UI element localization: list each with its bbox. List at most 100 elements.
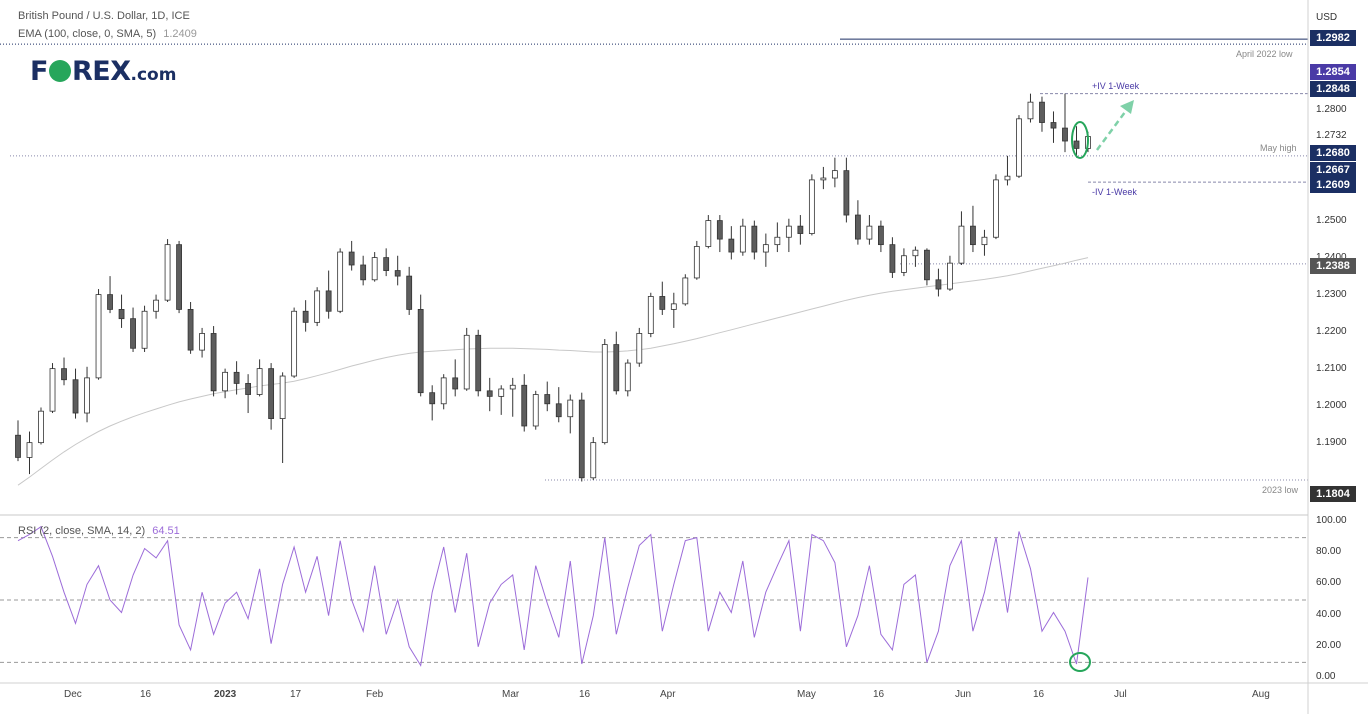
candle-body — [509, 384, 516, 390]
candle-body — [325, 290, 332, 312]
candlesticks — [15, 93, 1091, 482]
candle-body — [268, 368, 275, 419]
candle-body — [440, 377, 447, 405]
price-tag: 1.1804 — [1310, 486, 1356, 502]
candle-body — [1062, 127, 1068, 142]
rsi-panel — [0, 525, 1308, 667]
time-axis-label: 16 — [579, 689, 591, 700]
candle-body — [716, 220, 723, 240]
time-axis-label: Apr — [660, 689, 676, 700]
price-tick-label: 1.2300 — [1316, 289, 1347, 301]
projection-arrow — [1095, 107, 1130, 151]
candle-body — [774, 236, 781, 246]
price-tick-label: 1.2400 — [1316, 252, 1347, 263]
rsi-tick-label: 40.00 — [1316, 608, 1342, 620]
candle-body — [279, 375, 286, 419]
candle-body — [532, 394, 539, 427]
candle-body — [141, 310, 148, 349]
ema-legend: EMA (100, close, 0, SMA, 5) 1.2409 — [18, 28, 197, 40]
candle-body — [337, 251, 344, 312]
price-tag: 1.2848 — [1310, 81, 1356, 97]
candle-body — [302, 310, 309, 323]
candle-body — [38, 410, 44, 444]
candle-body — [636, 333, 643, 364]
price-tag: 1.2388 — [1310, 258, 1356, 274]
candle-body — [429, 392, 436, 405]
candle-body — [49, 368, 56, 412]
candle-body — [61, 368, 67, 381]
candle-body — [291, 310, 298, 377]
rsi-tick-label: 0.00 — [1316, 671, 1336, 682]
time-axis-label: Jun — [955, 689, 972, 700]
candle-body — [452, 377, 459, 390]
candle-body — [187, 309, 194, 351]
time-axis-label: Dec — [64, 689, 82, 700]
time-axis-label: Aug — [1252, 689, 1270, 700]
candle-body — [1039, 101, 1045, 123]
candle-body — [647, 296, 654, 334]
candle-body — [728, 238, 735, 253]
candle-body — [245, 383, 252, 395]
candle-body — [1016, 118, 1022, 177]
candle-body — [84, 377, 90, 414]
time-axis-label: Jul — [1114, 689, 1127, 700]
candle-body — [843, 170, 850, 216]
time-axis-label: 16 — [873, 689, 885, 700]
rsi-line — [17, 525, 1089, 667]
candle-body — [866, 225, 873, 240]
candle-body — [222, 371, 228, 392]
candle-body — [555, 403, 562, 418]
price-tick-label: 1.2100 — [1316, 363, 1347, 375]
annotations — [1069, 100, 1134, 672]
candle-body — [1004, 175, 1011, 181]
rsi-value: 64.51 — [152, 525, 180, 537]
time-axis-label: Mar — [502, 689, 520, 700]
candle-body — [613, 344, 620, 392]
candle-body — [176, 244, 182, 310]
price-tag: 1.2982 — [1310, 30, 1356, 46]
currency-label: USD — [1316, 12, 1338, 23]
candle-body — [130, 318, 136, 349]
candle-body — [314, 290, 321, 323]
candle-body — [935, 279, 942, 290]
forex-logo: F REX.com — [30, 56, 177, 87]
ema-value: 1.2409 — [163, 28, 197, 40]
rsi-tick-label: 20.00 — [1316, 639, 1342, 651]
candle-body — [854, 214, 861, 240]
candle-body — [670, 303, 677, 310]
candle-body — [901, 255, 907, 273]
rsi-tick-label: 60.00 — [1316, 577, 1342, 589]
candle-body — [981, 236, 988, 246]
candle-body — [118, 309, 125, 320]
price-tag: 1.2609 — [1310, 177, 1356, 193]
candle-body — [924, 249, 930, 281]
candle-body — [544, 394, 551, 405]
candle-body — [567, 399, 574, 418]
candle-body — [95, 294, 102, 379]
price-tick-label: 1.1900 — [1316, 437, 1347, 449]
candle-body — [970, 225, 976, 246]
candle-body — [360, 264, 367, 281]
candle-body — [831, 170, 838, 179]
candle-body — [26, 442, 33, 458]
rsi-tick-label: 80.00 — [1316, 546, 1342, 558]
candle-body — [233, 371, 240, 384]
candle-body — [394, 270, 401, 277]
time-axis-label: Feb — [366, 689, 384, 700]
price-tick-label: 1.2732 — [1316, 129, 1347, 141]
candle-body — [199, 333, 205, 351]
candle-body — [72, 379, 79, 414]
candle-body — [15, 434, 21, 458]
price-levels — [0, 38, 1308, 481]
candle-body — [107, 294, 113, 310]
arrow-head — [1120, 100, 1134, 114]
iv-note: -IV 1-Week — [1092, 187, 1137, 198]
candle-body — [624, 362, 631, 392]
candle-body — [947, 262, 953, 290]
time-axis-label: 16 — [1033, 689, 1045, 700]
candle-body — [751, 225, 758, 253]
time-axis-label: 2023 — [214, 689, 237, 700]
time-axis-label: 16 — [140, 689, 152, 700]
candle-body — [739, 225, 746, 253]
